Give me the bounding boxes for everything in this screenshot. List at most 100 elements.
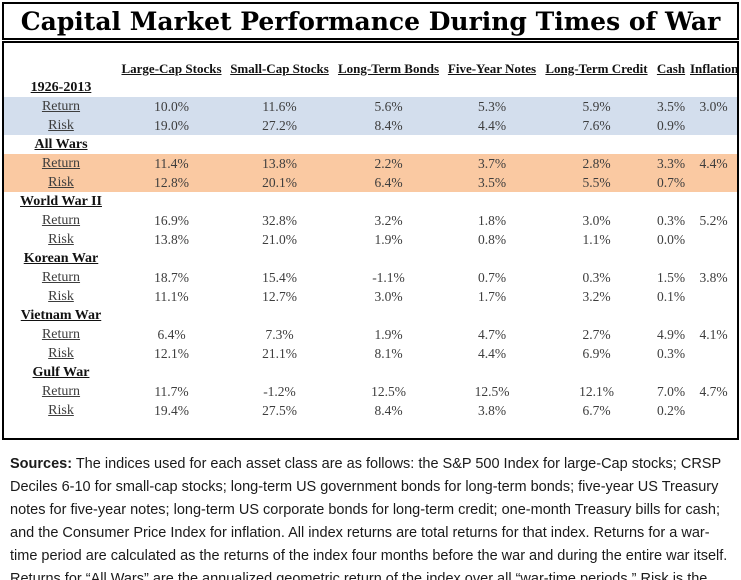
section-label: Vietnam War bbox=[20, 307, 102, 323]
data-cell bbox=[690, 230, 737, 249]
war-performance-table: Large-Cap Stocks Small-Cap Stocks Long-Ter… bbox=[4, 59, 737, 420]
sources-text: The indices used for each asset class ar… bbox=[10, 456, 728, 580]
section-header-row: Gulf War bbox=[4, 363, 737, 382]
page-title: Capital Market Performance During Times … bbox=[20, 6, 721, 36]
data-cell: 2.8% bbox=[541, 154, 652, 173]
data-cell: 12.1% bbox=[579, 383, 614, 399]
section-header-spacer bbox=[118, 192, 737, 211]
section-header-spacer bbox=[118, 78, 737, 97]
data-cell: 20.1% bbox=[225, 173, 334, 192]
data-cell: 0.7% bbox=[477, 269, 507, 285]
return-row: Return 18.7% 15.4% -1.1% 0.7% 0.3% 1.5% 3.8% bbox=[4, 268, 737, 287]
data-cell: 10.0% bbox=[118, 97, 225, 116]
risk-row-label: Risk bbox=[48, 288, 74, 304]
return-row: Return 11.4% 13.8% 2.2% 3.7% 2.8% 3.3% 4.4% bbox=[4, 154, 737, 173]
data-cell: -1.2% bbox=[263, 383, 296, 399]
data-cell: 6.4% bbox=[334, 173, 443, 192]
data-cell: 7.6% bbox=[541, 116, 652, 135]
data-cell: 11.6% bbox=[225, 97, 334, 116]
data-cell: 0.1% bbox=[656, 288, 686, 304]
column-header: Cash bbox=[656, 60, 686, 76]
column-header: Long-Term Bonds bbox=[337, 60, 440, 76]
data-cell: 3.2% bbox=[582, 288, 611, 304]
data-cell: 7.3% bbox=[265, 326, 294, 342]
section-header-row: Vietnam War bbox=[4, 306, 737, 325]
data-cell bbox=[690, 116, 737, 135]
data-cell: 4.4% bbox=[443, 116, 541, 135]
data-cell bbox=[690, 344, 737, 363]
return-row-label: Return bbox=[41, 269, 81, 285]
data-cell: 12.8% bbox=[118, 173, 225, 192]
data-cell: 3.2% bbox=[374, 212, 403, 228]
return-row-label: Return bbox=[4, 97, 118, 116]
section-label: All Wars bbox=[34, 136, 88, 152]
data-cell: 21.1% bbox=[262, 345, 297, 361]
risk-row: Risk 12.1% 21.1% 8.1% 4.4% 6.9% 0.3% bbox=[4, 344, 737, 363]
data-cell: 0.3% bbox=[582, 269, 611, 285]
data-cell: 5.5% bbox=[541, 173, 652, 192]
return-row-label: Return bbox=[4, 154, 118, 173]
data-cell: 0.9% bbox=[652, 116, 690, 135]
sources-footnote: Sources: The indices used for each asset… bbox=[10, 453, 733, 580]
data-cell: 4.7% bbox=[477, 326, 507, 342]
data-cell: 2.2% bbox=[334, 154, 443, 173]
title-box: Capital Market Performance During Times … bbox=[2, 2, 739, 40]
data-cell: 2.7% bbox=[582, 326, 611, 342]
return-row: Return 10.0% 11.6% 5.6% 5.3% 5.9% 3.5% 3.0% bbox=[4, 97, 737, 116]
data-cell: 5.3% bbox=[443, 97, 541, 116]
data-cell: 27.5% bbox=[262, 402, 297, 418]
column-header: Inflation bbox=[690, 60, 737, 76]
data-cell: 13.8% bbox=[154, 231, 189, 247]
data-cell: 18.7% bbox=[154, 269, 189, 285]
data-cell: 5.2% bbox=[699, 212, 728, 228]
data-cell: 3.8% bbox=[477, 402, 507, 418]
data-cell: 3.8% bbox=[699, 269, 728, 285]
data-cell: 1.1% bbox=[582, 231, 611, 247]
section-header-row: World War II bbox=[4, 192, 737, 211]
section-header-spacer bbox=[118, 363, 737, 382]
risk-row: Risk 19.0% 27.2% 8.4% 4.4% 7.6% 0.9% bbox=[4, 116, 737, 135]
section-header-spacer bbox=[118, 249, 737, 268]
data-cell: 6.4% bbox=[157, 326, 186, 342]
data-cell: 5.9% bbox=[541, 97, 652, 116]
data-cell: 15.4% bbox=[262, 269, 297, 285]
return-row-label: Return bbox=[41, 212, 81, 228]
data-cell: 3.7% bbox=[443, 154, 541, 173]
data-cell: 4.1% bbox=[699, 326, 728, 342]
risk-row-label: Risk bbox=[48, 345, 74, 361]
sources-label: Sources: bbox=[10, 456, 73, 472]
risk-row-label: Risk bbox=[48, 402, 74, 418]
return-row: Return 16.9% 32.8% 3.2% 1.8% 3.0% 0.3% 5.2% bbox=[4, 211, 737, 230]
data-cell: 3.0% bbox=[582, 212, 611, 228]
data-cell: 3.5% bbox=[652, 97, 690, 116]
data-cell: 12.7% bbox=[262, 288, 297, 304]
data-cell bbox=[690, 173, 737, 192]
data-cell: 0.8% bbox=[477, 231, 507, 247]
table-container: Large-Cap Stocks Small-Cap Stocks Long-Ter… bbox=[2, 41, 739, 440]
data-cell bbox=[690, 287, 737, 306]
data-cell: 5.6% bbox=[334, 97, 443, 116]
data-cell: 3.0% bbox=[690, 97, 737, 116]
data-cell: 13.8% bbox=[225, 154, 334, 173]
column-header-row: Large-Cap Stocks Small-Cap Stocks Long-Ter… bbox=[4, 59, 737, 78]
section-label: Korean War bbox=[23, 250, 99, 266]
section-header-row: Korean War bbox=[4, 249, 737, 268]
risk-row: Risk 13.8% 21.0% 1.9% 0.8% 1.1% 0.0% bbox=[4, 230, 737, 249]
risk-row-label: Risk bbox=[48, 231, 74, 247]
data-cell: 1.8% bbox=[477, 212, 507, 228]
return-row: Return 6.4% 7.3% 1.9% 4.7% 2.7% 4.9% 4.1% bbox=[4, 325, 737, 344]
data-cell: 1.9% bbox=[374, 231, 403, 247]
return-row-label: Return bbox=[41, 326, 81, 342]
section-header-spacer bbox=[118, 306, 737, 325]
data-cell: 0.0% bbox=[656, 231, 686, 247]
data-cell: 12.5% bbox=[371, 383, 406, 399]
data-cell: 8.4% bbox=[334, 116, 443, 135]
data-cell: 3.5% bbox=[443, 173, 541, 192]
data-cell: 19.0% bbox=[118, 116, 225, 135]
data-cell: 27.2% bbox=[225, 116, 334, 135]
risk-row: Risk 12.8% 20.1% 6.4% 3.5% 5.5% 0.7% bbox=[4, 173, 737, 192]
data-cell: 1.5% bbox=[656, 269, 686, 285]
section-label: Gulf War bbox=[32, 364, 90, 380]
data-cell: 4.9% bbox=[656, 326, 686, 342]
column-header: Large-Cap Stocks bbox=[121, 60, 222, 76]
